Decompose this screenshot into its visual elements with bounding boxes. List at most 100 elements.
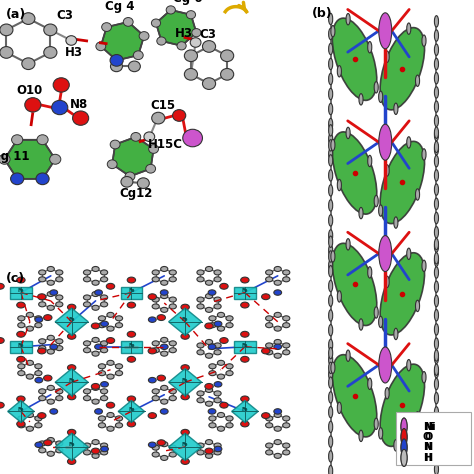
Circle shape [374,418,378,429]
Circle shape [209,371,216,376]
Text: H: H [423,453,431,463]
Circle shape [274,426,281,431]
Text: Fe: Fe [18,407,24,412]
Circle shape [22,58,35,70]
Circle shape [434,170,438,181]
Circle shape [205,293,213,299]
Circle shape [226,423,233,428]
Circle shape [328,451,333,462]
Circle shape [328,369,333,380]
Circle shape [83,270,91,275]
Circle shape [169,297,176,302]
Circle shape [52,100,68,115]
Circle shape [218,374,225,379]
Text: H3: H3 [65,46,83,59]
Circle shape [10,173,24,185]
Circle shape [328,155,333,166]
Circle shape [152,389,159,394]
Text: Ni: Ni [425,421,436,432]
Circle shape [401,428,407,446]
Circle shape [107,426,114,431]
Circle shape [110,140,120,149]
Circle shape [434,421,438,432]
Circle shape [26,326,34,331]
Circle shape [422,35,426,46]
Circle shape [274,339,281,345]
Circle shape [205,266,213,272]
Circle shape [385,51,389,63]
Circle shape [359,94,363,105]
Circle shape [67,458,76,465]
Circle shape [127,302,136,308]
Circle shape [379,91,383,102]
Circle shape [17,421,25,427]
Circle shape [161,351,168,356]
Circle shape [265,270,273,275]
Circle shape [183,129,202,147]
Circle shape [328,185,333,196]
Circle shape [18,323,25,328]
Circle shape [265,323,273,328]
Text: Fe: Fe [242,407,248,412]
Circle shape [152,348,159,353]
Circle shape [374,195,378,207]
Circle shape [328,103,333,115]
Circle shape [152,452,159,457]
Circle shape [241,277,249,283]
Circle shape [100,270,108,275]
Circle shape [401,418,407,435]
Circle shape [184,68,198,80]
Circle shape [328,251,333,262]
Text: Fe: Fe [128,343,135,347]
Circle shape [37,294,46,300]
Circle shape [92,266,99,272]
Circle shape [434,407,438,418]
Circle shape [39,346,46,351]
Text: H15C: H15C [148,138,183,151]
Circle shape [152,277,159,282]
Ellipse shape [380,27,425,110]
Circle shape [99,371,106,376]
Circle shape [67,394,76,400]
Circle shape [416,300,419,311]
Circle shape [374,307,378,318]
Circle shape [328,280,333,292]
Circle shape [434,238,438,250]
Text: H: H [425,453,433,463]
Circle shape [99,323,106,328]
Circle shape [328,88,333,100]
Circle shape [283,416,290,421]
Circle shape [205,353,213,358]
Circle shape [265,343,273,348]
Circle shape [83,396,91,401]
Circle shape [209,423,216,428]
Circle shape [205,448,213,454]
Circle shape [337,65,341,77]
Circle shape [379,236,392,272]
Circle shape [328,236,333,247]
Circle shape [100,396,108,401]
Circle shape [328,339,333,351]
Circle shape [328,148,333,160]
Circle shape [22,13,35,25]
Circle shape [379,428,383,439]
Circle shape [379,316,383,328]
Circle shape [274,453,281,458]
Polygon shape [55,433,88,460]
Circle shape [161,442,168,447]
Circle shape [434,241,438,252]
Circle shape [56,441,63,446]
Circle shape [197,391,204,396]
Text: C3: C3 [199,28,216,41]
Circle shape [434,227,438,238]
Circle shape [385,388,389,399]
Circle shape [401,439,407,456]
Circle shape [283,343,290,348]
Circle shape [133,51,143,60]
Circle shape [139,32,149,40]
Circle shape [416,189,419,200]
Circle shape [328,140,333,151]
Circle shape [197,297,204,302]
Circle shape [110,55,123,66]
Circle shape [283,350,290,355]
